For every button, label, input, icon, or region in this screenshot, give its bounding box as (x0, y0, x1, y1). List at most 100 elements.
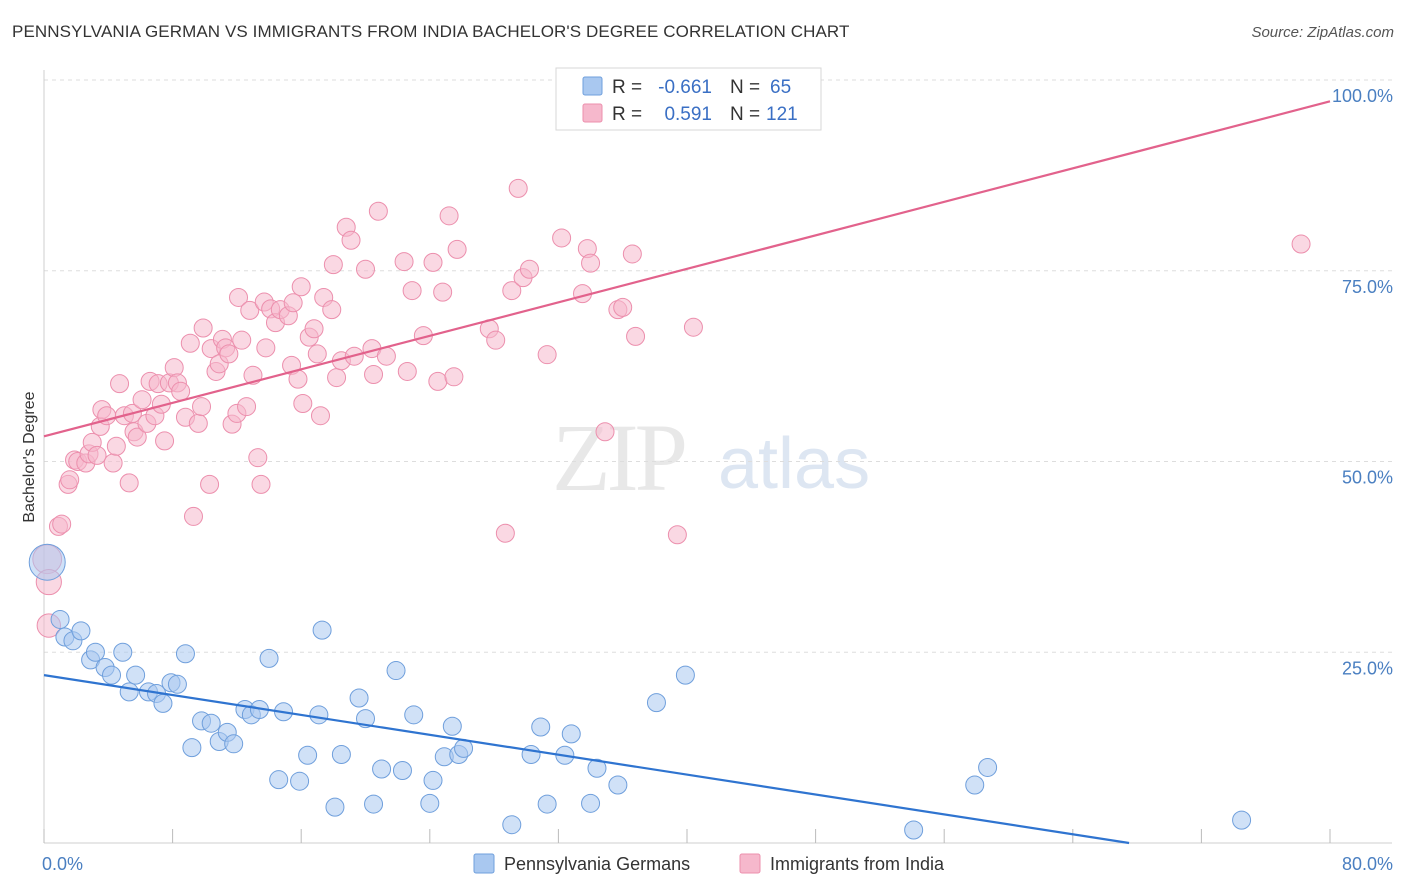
pink-point-67 (293, 394, 313, 414)
blue-point-35 (331, 744, 351, 764)
pink-point-74 (323, 255, 343, 275)
blue-point-39 (372, 759, 392, 779)
legend-pink-swatch[interactable] (739, 853, 761, 874)
pink-point-93 (444, 367, 464, 387)
blue-point-9 (113, 642, 133, 662)
blue-point-61 (965, 775, 985, 795)
blue-point-54 (561, 724, 581, 744)
pink-point-73 (322, 300, 342, 320)
pink-point-103 (552, 228, 572, 248)
pink-point-37 (183, 506, 203, 526)
stats-blue-n-label: N = (730, 77, 760, 98)
pink-point-90 (428, 371, 448, 391)
blue-point-27 (259, 648, 279, 668)
pink-point-40 (193, 318, 213, 338)
pink-point-89 (423, 252, 443, 272)
pink-point-64 (283, 293, 303, 313)
gridlines (44, 79, 1392, 653)
y-tick-label-25: 25.0% (1342, 658, 1393, 678)
chart-title: PENNSYLVANIA GERMAN VS IMMIGRANTS FROM I… (12, 22, 850, 41)
legend-blue-swatch[interactable] (473, 853, 495, 874)
legend-pink-label[interactable]: Immigrants from India (770, 854, 945, 874)
blue-point-20 (201, 713, 221, 733)
blue-point-14 (153, 693, 173, 713)
blue-point-62 (978, 757, 998, 777)
pink-point-17 (106, 436, 126, 456)
pink-point-20 (119, 473, 139, 493)
pink-point-53 (240, 300, 260, 320)
pink-point-52 (237, 397, 257, 417)
blue-point-51 (531, 717, 551, 737)
blue-point-60 (904, 820, 924, 840)
blue-point-52 (537, 794, 557, 814)
pink-point-66 (291, 277, 311, 297)
pink-point-16 (103, 453, 123, 473)
pink-point-80 (356, 259, 375, 279)
pink-point-94 (447, 239, 467, 259)
pink-point-109 (613, 297, 633, 317)
pink-points (32, 178, 1311, 638)
pink-point-71 (310, 406, 330, 426)
blue-point-18 (182, 738, 202, 758)
pink-point-102 (537, 345, 557, 365)
legend: Pennsylvania Germans Immigrants from Ind… (473, 853, 945, 874)
blue-point-23 (224, 734, 244, 754)
blue-point-31 (298, 745, 318, 765)
pink-point-92 (439, 206, 459, 226)
pink-point-47 (219, 344, 239, 364)
blue-point-28 (269, 770, 289, 790)
pink-point-111 (626, 326, 646, 346)
pink-point-106 (581, 253, 601, 273)
blue-trend-line (43, 674, 1130, 845)
pink-point-110 (622, 244, 642, 264)
pink-point-101 (519, 259, 539, 279)
watermark-atlas: atlas (718, 424, 870, 504)
pink-point-83 (368, 201, 388, 221)
pink-point-114 (1291, 234, 1311, 254)
pink-point-99 (508, 178, 528, 198)
blue-point-10 (119, 682, 139, 702)
source-credit: Source: ZipAtlas.com (1251, 24, 1394, 41)
blue-point-44 (423, 770, 443, 790)
blue-points (28, 543, 1252, 840)
stats-box: R = -0.661 N = 65 R = 0.591 N = 121 (555, 67, 822, 131)
blue-point-0 (28, 543, 66, 581)
watermark-zip: ZIP (552, 404, 685, 511)
blue-point-34 (325, 797, 345, 817)
y-tick-label-50: 50.0% (1342, 468, 1393, 488)
blue-point-33 (312, 620, 332, 640)
pink-point-112 (667, 525, 687, 545)
blue-point-41 (392, 761, 412, 781)
pink-point-107 (595, 422, 615, 442)
x-tick-label-min: 0.0% (42, 854, 83, 874)
stats-pink-r-label: R = (612, 104, 642, 125)
pink-point-18 (110, 374, 130, 394)
blue-point-63 (1232, 810, 1252, 830)
blue-point-50 (521, 744, 541, 764)
x-ticks (43, 829, 1331, 843)
blue-point-42 (404, 705, 424, 725)
pink-point-34 (171, 381, 191, 401)
pink-point-75 (327, 368, 347, 388)
legend-blue-label[interactable]: Pennsylvania Germans (504, 854, 690, 874)
pink-point-55 (248, 448, 268, 468)
pink-trend-line (43, 100, 1331, 438)
stats-blue-r-label: R = (612, 77, 642, 98)
pink-point-70 (307, 344, 327, 364)
pink-point-4 (52, 514, 72, 534)
axes (43, 70, 1392, 844)
pink-point-86 (397, 361, 417, 381)
blue-point-8 (102, 665, 122, 685)
blue-point-40 (386, 661, 406, 681)
blue-point-4 (71, 621, 91, 641)
blue-point-46 (442, 716, 462, 736)
y-tick-labels: 25.0% 50.0% 75.0% 100.0% (1332, 86, 1393, 678)
blue-point-36 (349, 688, 369, 708)
trend-lines (43, 100, 1331, 845)
blue-point-17 (175, 644, 195, 664)
pink-point-6 (60, 470, 80, 490)
blue-point-1 (50, 609, 70, 629)
pink-point-87 (402, 281, 422, 301)
pink-point-85 (394, 252, 414, 272)
blue-point-59 (675, 665, 695, 685)
